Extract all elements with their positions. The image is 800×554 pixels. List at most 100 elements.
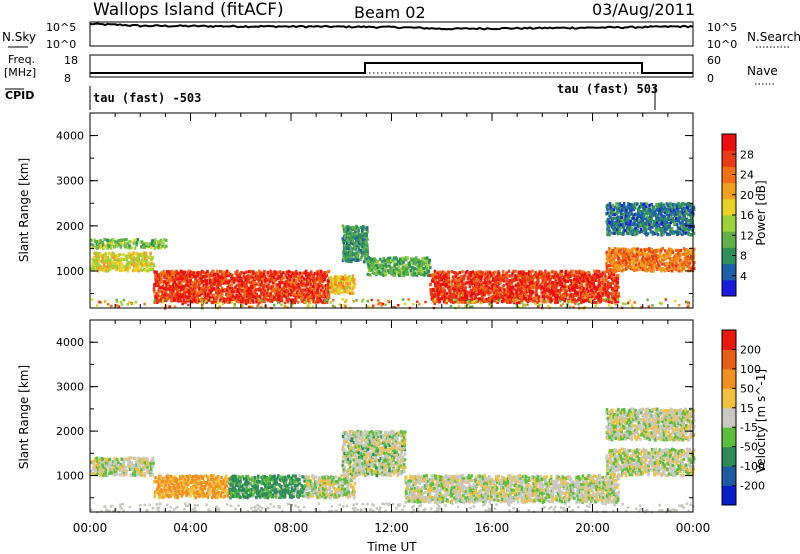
echo-cell: [649, 227, 652, 231]
echo-cell: [470, 282, 474, 286]
echo-cell: [205, 295, 209, 299]
echo-cell: [684, 212, 687, 216]
echo-cell: [570, 286, 574, 290]
echo-cell: [677, 252, 680, 256]
ground-scatter-cell: [204, 299, 208, 303]
echo-cell: [454, 274, 458, 279]
echo-cell: [617, 285, 620, 289]
echo-cell: [119, 243, 123, 247]
echo-cell: [262, 286, 265, 290]
echo-cell: [594, 289, 597, 293]
echo-cell: [204, 293, 208, 297]
echo-cell: [581, 287, 584, 291]
echo-cell: [191, 272, 194, 276]
echo-cell: [451, 283, 454, 288]
echo-cell: [646, 260, 650, 264]
ground-scatter-cell: [571, 298, 574, 302]
echo-cell: [582, 278, 585, 282]
echo-cell: [628, 262, 632, 266]
echo-cell: [592, 300, 596, 304]
echo-cell: [202, 298, 205, 302]
echo-cell: [360, 256, 363, 260]
echo-cell: [449, 296, 453, 300]
echo-cell: [491, 296, 494, 300]
echo-cell: [610, 277, 614, 281]
echo-cell: [685, 223, 688, 227]
echo-cell: [454, 280, 457, 284]
echo-cell: [479, 286, 483, 290]
echo-cell: [414, 271, 418, 275]
echo-cell: [514, 274, 517, 278]
echo-cell: [460, 298, 463, 302]
ground-scatter-cell: [473, 300, 476, 303]
echo-cell: [346, 286, 350, 290]
echo-cell: [232, 280, 236, 284]
echo-cell: [690, 225, 694, 229]
echo-cell: [613, 247, 617, 251]
echo-cell: [662, 203, 666, 207]
echo-cell: [601, 294, 604, 298]
echo-cell: [471, 288, 474, 292]
echo-cell: [180, 282, 183, 286]
echo-cell: [460, 291, 463, 295]
echo-cell: [614, 221, 618, 225]
echo-cell: [692, 253, 696, 257]
echo-cell: [461, 292, 465, 296]
echo-cell: [266, 273, 270, 277]
echo-cell: [160, 488, 163, 492]
echo-cell: [443, 289, 447, 293]
echo-cell: [623, 216, 627, 220]
echo-cell: [149, 263, 152, 267]
echo-cell: [117, 465, 120, 469]
echo-cell: [189, 270, 193, 274]
echo-cell: [94, 261, 97, 265]
echo-cell: [440, 275, 444, 279]
echo-cell: [636, 249, 639, 253]
echo-cell: [127, 251, 131, 255]
echo-cell: [114, 264, 117, 268]
echo-cell: [660, 214, 664, 218]
echo-cell: [381, 264, 384, 268]
echo-cell: [318, 284, 321, 288]
echo-cell: [495, 277, 499, 281]
echo-cell: [580, 272, 583, 276]
echo-cell: [395, 262, 399, 267]
echo-cell: [636, 217, 639, 221]
echo-cell: [259, 288, 263, 292]
echo-cell: [642, 213, 646, 218]
echo-cell: [279, 270, 282, 274]
echo-cell: [648, 263, 652, 267]
echo-cell: [520, 299, 524, 303]
echo-cell: [260, 292, 264, 296]
echo-cell: [112, 465, 116, 469]
echo-cell: [612, 217, 615, 221]
echo-cell: [415, 264, 419, 268]
echo-cell: [93, 469, 97, 473]
echo-cell: [651, 210, 655, 214]
echo-cell: [594, 285, 598, 289]
ground-scatter-cell: [529, 299, 532, 303]
echo-cell: [90, 460, 93, 464]
echo-cell: [175, 272, 179, 276]
ground-scatter-cell: [307, 299, 310, 302]
echo-cell: [555, 284, 559, 288]
echo-cell: [503, 273, 506, 277]
echo-cell: [210, 274, 214, 278]
echo-cell: [359, 240, 363, 244]
echo-cell: [534, 272, 538, 276]
echo-cell: [290, 290, 294, 294]
echo-cell: [192, 274, 196, 278]
echo-cell: [250, 285, 253, 289]
echo-cell: [431, 299, 435, 303]
echo-cell: [309, 290, 313, 294]
echo-cell: [563, 288, 567, 292]
echo-cell: [267, 298, 270, 302]
echo-cell: [304, 295, 307, 299]
echo-cell: [675, 230, 678, 234]
ground-scatter-cell: [630, 304, 634, 307]
echo-cell: [496, 274, 499, 278]
freq-tick-top: 18: [64, 54, 78, 67]
echo-cell: [525, 272, 529, 276]
echo-cell: [383, 259, 387, 263]
echo-cell: [300, 297, 303, 301]
